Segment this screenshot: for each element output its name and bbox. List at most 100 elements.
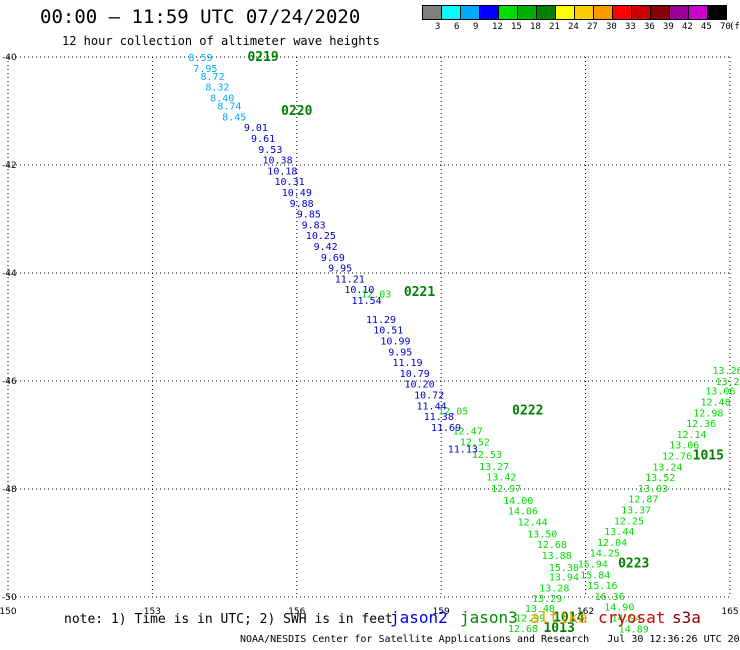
y-tick-label: -40 — [2, 53, 17, 63]
page-title: 00:00 — 11:59 UTC 07/24/2020 — [40, 6, 361, 28]
data-point-label: 10.18 — [267, 166, 297, 177]
data-point-label: 12.44 — [518, 517, 548, 528]
data-point-label: 14.94 — [611, 614, 641, 625]
data-point-label: 15.84 — [580, 570, 610, 581]
colorbar-label: 70 — [720, 22, 731, 32]
data-point-label: 14.25 — [590, 549, 620, 560]
pass-time-annotation: 1013 — [543, 621, 574, 636]
y-tick-label: -42 — [2, 161, 17, 171]
data-point-label: 9.61 — [251, 134, 275, 145]
pass-time-annotation: 0219 — [247, 50, 278, 65]
colorbar-swatch — [422, 5, 442, 20]
satellite-legend-item: altika — [530, 608, 588, 627]
data-point-label: 10.99 — [380, 337, 410, 348]
colorbar-swatch — [669, 5, 689, 20]
colorbar-label: 9 — [473, 22, 479, 32]
satellite-legend-item: jason2 — [390, 608, 448, 627]
data-point-label: 15.16 — [587, 581, 617, 592]
x-tick-label: 162 — [577, 607, 594, 617]
satellite-legend-item: cryosat — [598, 608, 666, 627]
data-point-label: 14.00 — [503, 496, 533, 507]
colorbar-label: 45 — [701, 22, 712, 32]
data-point-label: 8.72 — [201, 72, 225, 83]
x-tick-label: 150 — [0, 607, 17, 617]
colorbar-swatch — [631, 5, 651, 20]
data-point-label: 8.74 — [217, 102, 241, 113]
colorbar-swatch — [593, 5, 613, 20]
data-point-label: 13.26 — [713, 366, 740, 377]
data-point-label: 10.10 — [344, 285, 374, 296]
colorbar-swatch — [517, 5, 537, 20]
data-point-label: 10.51 — [373, 326, 403, 337]
data-point-label: 13.06 — [669, 441, 699, 452]
colorbar-unit: (ft) — [729, 22, 740, 32]
data-point-label: 12.52 — [460, 437, 490, 448]
y-tick-label: -48 — [2, 485, 17, 495]
data-point-label: 9.85 — [297, 210, 321, 221]
x-tick-label: 156 — [288, 607, 305, 617]
data-point-label: 8.45 — [222, 112, 246, 123]
data-point-label: 11.13 — [448, 445, 478, 456]
data-point-label: 11.69 — [431, 423, 461, 434]
data-point-label: 15.38 — [549, 563, 579, 574]
data-point-label: 8.59 — [188, 53, 212, 64]
data-point-label: 10.25 — [306, 231, 336, 242]
data-point-label: 12.14 — [676, 430, 706, 441]
data-point-label: 12.98 — [693, 408, 723, 419]
data-point-label: 11.38 — [424, 412, 454, 423]
data-point-label: 13.24 — [652, 462, 682, 473]
data-point-label: 16.36 — [595, 592, 625, 603]
data-point-label: 11.54 — [352, 296, 382, 307]
data-point-label: 14.06 — [508, 507, 538, 518]
colorbar-swatch — [612, 5, 632, 20]
data-point-label: 7.95 — [193, 64, 217, 75]
colorbar-label: 33 — [625, 22, 636, 32]
satellite-legend-item: jason3 — [460, 608, 518, 627]
data-point-label: 11.29 — [366, 315, 396, 326]
x-tick-label: 159 — [433, 607, 450, 617]
colorbar-swatch — [650, 5, 670, 20]
data-point-label: 13.03 — [638, 484, 668, 495]
colorbar-label: 24 — [568, 22, 579, 32]
data-point-label: 8.32 — [205, 83, 229, 94]
data-point-label: 13.42 — [486, 473, 516, 484]
data-point-label: 10.38 — [262, 156, 292, 167]
data-point-label: 13.44 — [604, 527, 634, 538]
data-point-label: 14.90 — [604, 603, 634, 614]
data-point-label: 10.79 — [400, 369, 430, 380]
data-point-label: 12.47 — [453, 427, 483, 438]
data-point-label: 9.42 — [314, 242, 338, 253]
colorbar-swatch — [574, 5, 594, 20]
data-point-label: 13.37 — [621, 506, 651, 517]
pass-time-annotation: 0223 — [618, 557, 649, 572]
colorbar-swatch — [460, 5, 480, 20]
colorbar-label: 42 — [682, 22, 693, 32]
data-point-label: 11.21 — [335, 274, 365, 285]
data-point-label: 9.69 — [321, 253, 345, 264]
page-subtitle: 12 hour collection of altimeter wave hei… — [62, 34, 380, 48]
data-point-label: 8.40 — [210, 94, 234, 105]
pass-time-annotation: 0222 — [512, 404, 543, 419]
data-point-label: 10.31 — [275, 177, 305, 188]
colorbar-label: 39 — [663, 22, 674, 32]
data-point-label: 11.19 — [392, 358, 422, 369]
colorbar-label: 36 — [644, 22, 655, 32]
colorbar-label: 21 — [549, 22, 560, 32]
data-point-label: 12.36 — [686, 419, 716, 430]
data-point-label: 12.48 — [701, 398, 731, 409]
data-point-label: 10.20 — [404, 380, 434, 391]
y-tick-label: -44 — [2, 269, 17, 279]
colorbar-swatch — [441, 5, 461, 20]
colorbar-label: 6 — [454, 22, 460, 32]
data-point-label: 12.05 — [438, 407, 468, 418]
units-note: note: 1) Time is in UTC; 2) SWH is in fe… — [64, 612, 393, 627]
data-point-label: 12.68 — [508, 624, 538, 635]
colorbar-label: 15 — [511, 22, 522, 32]
y-tick-label: -50 — [2, 593, 17, 603]
colorbar-swatch — [555, 5, 575, 20]
satellite-legend-item: s3a — [672, 608, 701, 627]
data-point-label: 13.27 — [479, 462, 509, 473]
pass-time-annotation: 1015 — [693, 449, 724, 464]
data-point-label: 12.87 — [628, 495, 658, 506]
